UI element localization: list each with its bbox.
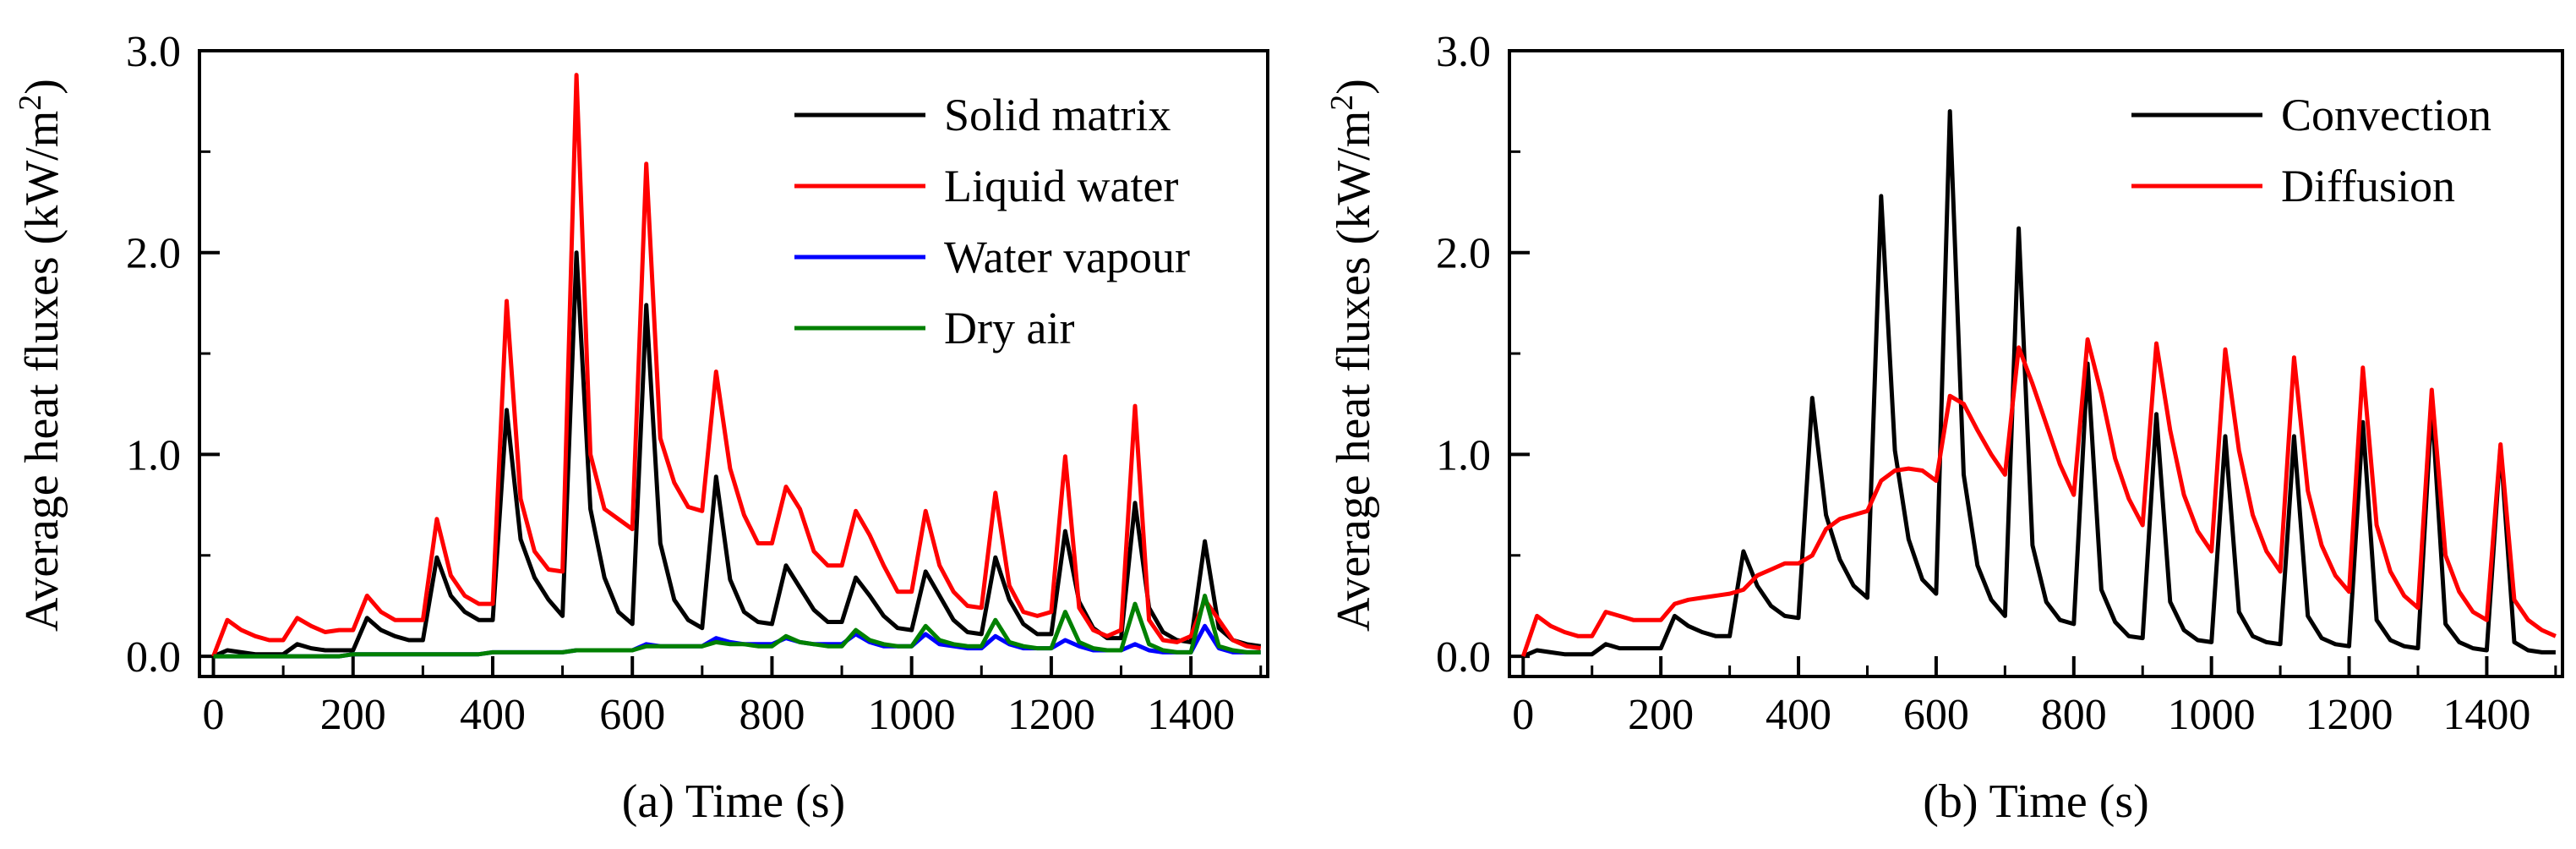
legend-a: Solid matrix Liquid water Water vapour Dry … <box>794 90 1190 353</box>
x-tick-label: 200 <box>1628 691 1694 739</box>
y-axis-title-a-main: Average heat fluxes (kW/m <box>16 111 68 632</box>
series-lines-b <box>1520 109 2557 659</box>
y-axis-title-b-main: Average heat fluxes (kW/m <box>1328 111 1380 632</box>
tick-labels-a: 0 200 400 600 800 1000 1200 1400 0.0 1.0 2.0 3.0 <box>126 28 1235 739</box>
x-tick-label: 1400 <box>2442 691 2530 739</box>
y-tick-label: 0.0 <box>126 633 181 682</box>
series-line-convection <box>1522 109 2556 659</box>
series-lines-a <box>211 73 1262 659</box>
legend-label: Convection <box>2281 90 2491 140</box>
y-tick-label: 2.0 <box>126 230 181 278</box>
x-tick-label: 200 <box>320 691 386 739</box>
legend-label: Solid matrix <box>944 90 1171 140</box>
legend-label: Diffusion <box>2281 161 2455 211</box>
chart-panel-b: 0 200 400 600 800 1000 1200 1400 0.0 1.0 2.0 3.0 Co… <box>1324 28 2564 828</box>
y-axis-title-a: Average heat fluxes (kW/m2) <box>13 79 68 632</box>
plot-frame-a <box>198 49 1269 678</box>
x-axis-title-b: (b) Time (s) <box>1923 775 2149 828</box>
legend-label: Dry air <box>944 303 1074 353</box>
series-line-solid-matrix <box>212 250 1262 659</box>
y-tick-label: 1.0 <box>1436 431 1491 479</box>
y-axis-title-a-close: ) <box>16 79 68 95</box>
x-tick-label: 1200 <box>1007 691 1095 739</box>
y-tick-label: 3.0 <box>126 28 181 76</box>
plot-frame-b <box>1508 49 2564 678</box>
legend-b: Convection Diffusion <box>2131 90 2491 211</box>
x-axis-title-a: (a) Time (s) <box>622 775 845 828</box>
y-tick-label: 2.0 <box>1436 230 1491 278</box>
chart-panel-a: 0 200 400 600 800 1000 1200 1400 0.0 1.0 2.0 3.0 So… <box>13 28 1269 828</box>
x-tick-label: 800 <box>2041 691 2107 739</box>
tick-labels-b: 0 200 400 600 800 1000 1200 1400 0.0 1.0 2.0 3.0 <box>1436 28 2530 739</box>
x-tick-label: 1200 <box>2306 691 2393 739</box>
series-line-liquid-water <box>211 73 1262 657</box>
y-axis-title-b-superscript: 2 <box>1324 95 1360 111</box>
series-line-diffusion <box>1520 337 2557 657</box>
x-tick-label: 0 <box>1512 691 1534 739</box>
legend-label: Water vapour <box>944 232 1190 282</box>
x-tick-label: 1400 <box>1147 691 1235 739</box>
x-tick-label: 800 <box>739 691 805 739</box>
y-axis-title-a-superscript: 2 <box>13 95 48 111</box>
x-tick-label: 1000 <box>2168 691 2256 739</box>
ticks-a <box>199 49 1263 676</box>
y-axis-title-b: Average heat fluxes (kW/m2) <box>1324 79 1380 632</box>
x-tick-label: 0 <box>203 691 225 739</box>
y-tick-label: 1.0 <box>126 431 181 479</box>
x-tick-label: 600 <box>1903 691 1969 739</box>
legend-label: Liquid water <box>944 161 1178 211</box>
y-tick-label: 3.0 <box>1436 28 1491 76</box>
y-tick-label: 0.0 <box>1436 633 1491 682</box>
x-tick-label: 1000 <box>868 691 956 739</box>
y-axis-title-b-close: ) <box>1328 79 1380 95</box>
x-tick-label: 400 <box>460 691 526 739</box>
x-tick-label: 400 <box>1766 691 1831 739</box>
ticks-b <box>1509 49 2557 676</box>
series-line-dry-air <box>213 594 1261 659</box>
x-tick-label: 600 <box>599 691 665 739</box>
